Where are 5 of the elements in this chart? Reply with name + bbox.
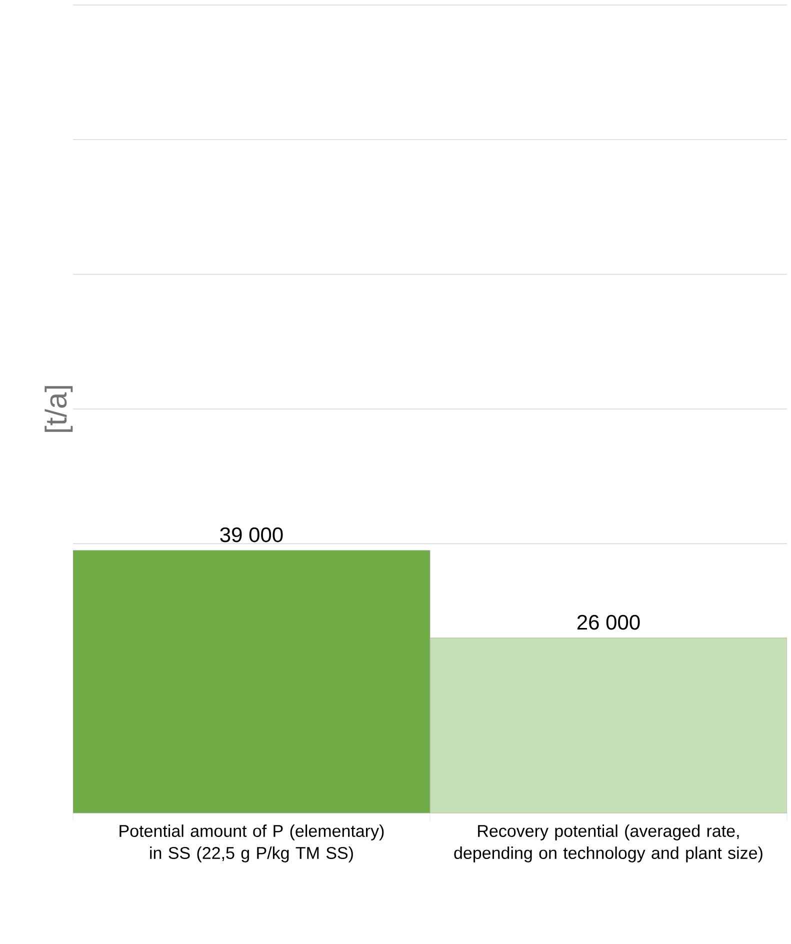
x-tick-label: Potential amount of P (elementary) in SS (22,5 g P/kg TM SS) — [120, 824, 384, 862]
data-label: 39 000 — [220, 527, 283, 542]
y-axis-title: [t/a] — [44, 386, 73, 432]
x-tick-label: Recovery potential (averaged rate, depending on technology and plant size) — [454, 824, 762, 862]
data-label: 26 000 — [577, 614, 640, 630]
